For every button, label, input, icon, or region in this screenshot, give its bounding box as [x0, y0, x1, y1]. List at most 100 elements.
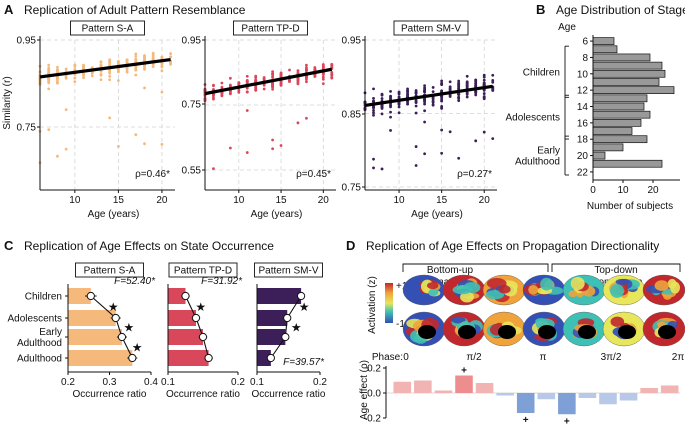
a-point [423, 99, 427, 103]
c-point [198, 332, 208, 342]
panel-d-propagation: Bottom-up propagation Top-down propagati… [359, 263, 685, 427]
c-title: Pattern S-A [84, 266, 136, 277]
a-point [99, 78, 103, 82]
c-trend-line [270, 295, 302, 359]
a-point [406, 92, 409, 96]
b-xtick-label: 20 [647, 185, 659, 196]
a-point [262, 87, 266, 91]
a-point [47, 66, 51, 70]
a-xtick-label: 15 [113, 195, 125, 206]
c-point [128, 353, 137, 363]
c-sig-star: ★ [108, 300, 119, 314]
a-point [64, 67, 68, 71]
a-title-1: Pattern TP-D [241, 24, 299, 35]
c-category-label: Adulthood [17, 354, 62, 365]
a-point [116, 61, 120, 65]
c-xtick-label: 0.2 [61, 377, 75, 388]
c-category-label: Adulthood [17, 338, 62, 349]
c-category-label: Adolescents [8, 314, 62, 325]
a-fit-line-2 [364, 84, 493, 107]
brain-patch [610, 283, 625, 298]
a-point [372, 166, 375, 170]
a-point [160, 64, 164, 68]
a-point [82, 73, 85, 77]
a-point [431, 100, 435, 103]
a-point [228, 83, 232, 87]
a-point [397, 102, 401, 106]
brain-medial-wall [498, 325, 516, 339]
b-ytick-label: 6 [582, 37, 588, 48]
a-point [491, 137, 495, 141]
c-title: Pattern TP-D [174, 266, 232, 277]
d-effect-bar [455, 375, 473, 393]
a-point [245, 74, 249, 78]
a-point [330, 73, 334, 77]
c-xtick-label: 0.1 [250, 377, 264, 388]
a-point [380, 167, 384, 171]
a-point [254, 85, 258, 89]
b-ytick-label: 22 [577, 167, 589, 178]
a-point [414, 164, 418, 167]
a-point [254, 88, 258, 92]
b-ytick-label: 16 [577, 118, 589, 129]
a-point [82, 76, 85, 79]
a-point [116, 145, 120, 148]
a-point [457, 93, 461, 96]
brain-medial-wall [578, 325, 596, 339]
a-point [372, 100, 375, 103]
a-point [245, 109, 249, 112]
a-point [47, 128, 51, 132]
a-ytick-label: 0.75 [182, 100, 202, 111]
a-point [465, 83, 469, 87]
a-ylabel: Similarity (r) [2, 76, 13, 129]
c-bar [257, 350, 271, 366]
brain-patch [451, 316, 466, 324]
a-point [237, 88, 241, 92]
a-point [423, 152, 427, 156]
a-point [474, 139, 478, 143]
b-ytick-label: 12 [577, 86, 589, 97]
a-point [305, 78, 308, 81]
a-point [465, 81, 469, 85]
a-point [397, 111, 401, 115]
a-ytick-label: 0.85 [342, 110, 362, 121]
a-point [99, 69, 103, 73]
a-point [305, 68, 308, 72]
c-category-label: Early [39, 327, 62, 338]
c-stat: F=31.92* [201, 276, 243, 287]
brain-map [562, 274, 606, 306]
activation-colorbar [385, 283, 393, 323]
d-ytick-label: 0.0 [367, 389, 381, 400]
a-point [228, 76, 232, 80]
a-point [228, 91, 232, 95]
c-point [191, 313, 201, 323]
b-xtick-label: 0 [590, 185, 596, 196]
b-stage-label: Adulthood [515, 157, 560, 168]
a-point [372, 97, 375, 100]
c-sig-star: ★ [132, 341, 143, 355]
d-effect-bar [599, 393, 617, 405]
a-point [143, 86, 146, 90]
a-point [380, 93, 384, 97]
phase-tick-label: π [540, 352, 547, 363]
a-point [47, 69, 51, 73]
brain-patch [670, 281, 681, 294]
a-point [271, 138, 275, 142]
b-bar [592, 110, 651, 119]
a-point [296, 71, 300, 75]
a-point [56, 68, 59, 72]
b-bar [592, 135, 648, 144]
c-bar [168, 329, 203, 345]
a-point [237, 90, 241, 94]
b-bar [592, 45, 618, 54]
a-point [212, 96, 215, 99]
a-point [305, 63, 308, 67]
a-point [414, 111, 418, 115]
a-point [160, 55, 164, 59]
b-bar [592, 127, 633, 135]
panel-A-letter: A [4, 2, 14, 17]
a-point [372, 113, 375, 117]
a-point [143, 65, 146, 68]
a-point [406, 87, 409, 91]
a-point [151, 56, 155, 60]
